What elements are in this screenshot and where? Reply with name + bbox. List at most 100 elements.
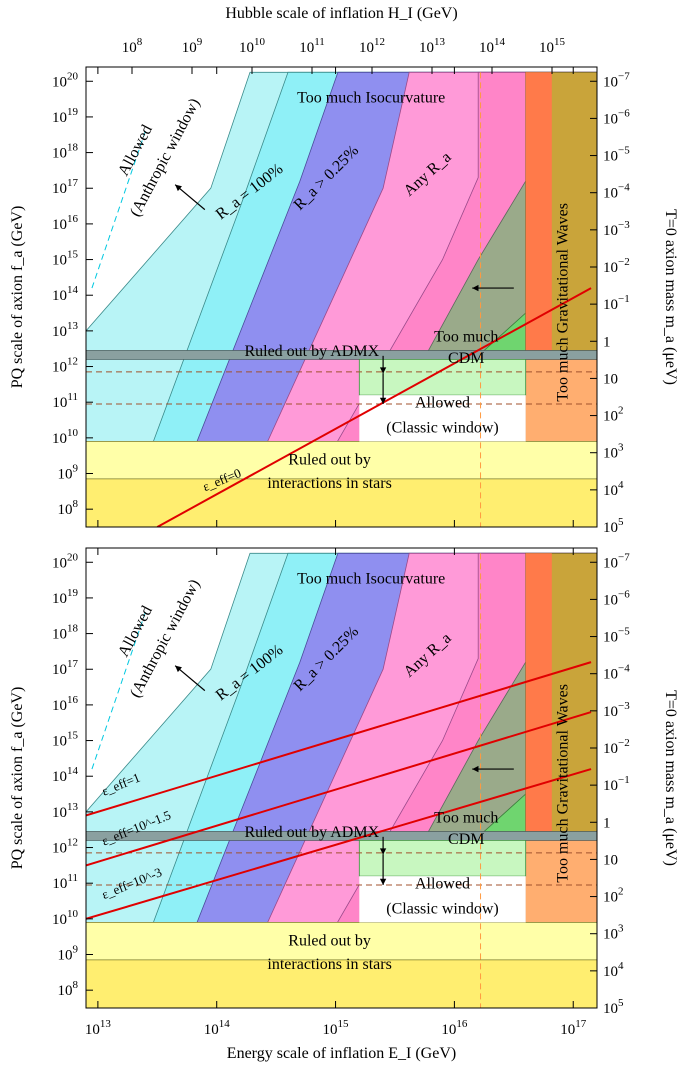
y2-tick-label: 1 bbox=[603, 334, 611, 350]
y2-tick-label: 10 bbox=[603, 852, 618, 868]
y2-tick-label: 10−4 bbox=[603, 663, 630, 683]
arrow-anthropic bbox=[174, 184, 206, 211]
x-tick-label: 1013 bbox=[85, 1018, 112, 1038]
panel-1: 108 109 1010 1011 1012 1013 1014 1015 1016 1017 10… bbox=[9, 66, 679, 536]
y-tick-label: 1018 bbox=[52, 142, 79, 162]
y2-tick-label: 10−1 bbox=[603, 774, 630, 794]
label-cdm-1: Too much bbox=[434, 810, 498, 827]
eps-line-1 bbox=[86, 661, 592, 817]
y2-tick-label: 102 bbox=[603, 405, 624, 425]
label-stars-2: interactions in stars bbox=[267, 956, 391, 973]
y-tick-label: 1016 bbox=[52, 694, 79, 714]
y-axis-title: PQ scale of axion f_a (GeV) bbox=[9, 687, 26, 870]
top-tick-label: 1010 bbox=[239, 36, 266, 56]
y-tick-label: 109 bbox=[58, 463, 79, 483]
y2-tick-label: 10−2 bbox=[603, 256, 630, 276]
y2-tick-label: 1 bbox=[603, 815, 611, 831]
classic-window bbox=[359, 395, 526, 442]
top-tick-label: 109 bbox=[182, 36, 203, 56]
arrow-admx-1-head bbox=[379, 848, 387, 855]
y-tick-label: 1017 bbox=[52, 177, 79, 197]
top-tick-label: 1013 bbox=[419, 36, 446, 56]
y2-tick-label: 10−3 bbox=[603, 219, 630, 239]
y-tick-label: 1014 bbox=[52, 284, 79, 304]
y2-tick-label: 10−7 bbox=[603, 70, 630, 90]
y2-tick-label: 103 bbox=[603, 923, 624, 943]
y2-tick-label: 10 bbox=[603, 371, 618, 387]
label-isocurvature: Too much Isocurvature bbox=[297, 90, 445, 107]
dashed-line-anthropic bbox=[91, 131, 146, 289]
y2-tick-label: 105 bbox=[603, 516, 624, 536]
top-axis-title: Hubble scale of inflation H_I (GeV) bbox=[225, 5, 457, 22]
top-tick-label: 1014 bbox=[479, 36, 506, 56]
y-tick-label: 1010 bbox=[52, 427, 79, 447]
y-tick-label: 1016 bbox=[52, 213, 79, 233]
eps-line-2 bbox=[86, 711, 592, 867]
y2-tick-label: 10−3 bbox=[603, 700, 630, 720]
y2-axis-title: T=0 axion mass m_a (μeV) bbox=[662, 690, 679, 866]
arrow-admx-2-head bbox=[379, 878, 387, 885]
y2-tick-label: 10−2 bbox=[603, 737, 630, 757]
arrow-admx-1-head bbox=[379, 367, 387, 374]
plot-frame bbox=[85, 547, 598, 1009]
label-gw: Too much Gravitational Waves bbox=[554, 684, 571, 883]
arrow-cdm-head bbox=[472, 284, 479, 292]
y-axis-title: PQ scale of axion f_a (GeV) bbox=[9, 206, 26, 389]
y-tick-label: 1012 bbox=[52, 837, 78, 857]
label-admx: Ruled out by ADMX bbox=[244, 343, 379, 360]
dashed-line-anthropic bbox=[91, 612, 146, 770]
y2-tick-label: 10−7 bbox=[603, 551, 630, 571]
top-tick-label: 1011 bbox=[299, 36, 325, 56]
y-tick-label: 1011 bbox=[52, 872, 78, 892]
y-tick-label: 1020 bbox=[52, 70, 79, 90]
panel-regions bbox=[86, 552, 597, 1008]
x-tick-label: 1017 bbox=[560, 1018, 587, 1038]
y-tick-label: 1015 bbox=[52, 730, 79, 750]
x-tick-label: 1014 bbox=[204, 1018, 231, 1038]
y-tick-label: 1019 bbox=[52, 106, 79, 126]
arrow-cdm-head bbox=[472, 765, 479, 773]
x-tick-label: 1016 bbox=[441, 1018, 468, 1038]
y2-tick-label: 105 bbox=[603, 997, 624, 1017]
label-gw: Too much Gravitational Waves bbox=[554, 203, 571, 402]
y-tick-label: 1011 bbox=[52, 391, 78, 411]
y-tick-label: 108 bbox=[58, 979, 79, 999]
arrow-anthropic-head bbox=[175, 665, 182, 673]
label-stars-2: interactions in stars bbox=[267, 475, 391, 492]
panel-regions bbox=[86, 71, 597, 527]
y-tick-label: 1010 bbox=[52, 908, 79, 928]
y-tick-label: 109 bbox=[58, 944, 79, 964]
y-tick-label: 1018 bbox=[52, 623, 79, 643]
y2-tick-label: 10−5 bbox=[603, 145, 630, 165]
y-tick-label: 1012 bbox=[52, 356, 78, 376]
y-tick-label: 108 bbox=[58, 498, 79, 518]
classic-green-band bbox=[358, 358, 527, 396]
top-tick-label: 1015 bbox=[539, 36, 566, 56]
top-tick-label: 108 bbox=[122, 36, 143, 56]
y2-tick-label: 103 bbox=[603, 442, 624, 462]
stars-region-inner bbox=[86, 959, 597, 1008]
y2-tick-label: 10−6 bbox=[603, 588, 630, 608]
y-tick-label: 1017 bbox=[52, 658, 79, 678]
y2-tick-label: 104 bbox=[603, 960, 624, 980]
y-tick-label: 1013 bbox=[52, 801, 79, 821]
label-classic-2: (Classic window) bbox=[386, 420, 498, 437]
panel-2: 108 109 1010 1011 1012 1013 1014 1015 1016 1017 10… bbox=[9, 547, 679, 1017]
y-tick-label: 1014 bbox=[52, 765, 79, 785]
admx-band bbox=[86, 831, 597, 841]
y2-tick-label: 102 bbox=[603, 886, 624, 906]
label-classic-1: Allowed bbox=[415, 395, 470, 412]
y2-tick-label: 104 bbox=[603, 479, 624, 499]
y-tick-label: 1015 bbox=[52, 249, 79, 269]
eps-line-1 bbox=[156, 287, 592, 527]
label-isocurvature: Too much Isocurvature bbox=[297, 571, 445, 588]
y2-tick-label: 10−5 bbox=[603, 626, 630, 646]
eps-line-3 bbox=[86, 768, 592, 920]
classic-green-band bbox=[358, 840, 527, 877]
y2-axis-title: T=0 axion mass m_a (μeV) bbox=[662, 209, 679, 385]
top-tick-label: 1012 bbox=[359, 36, 385, 56]
y-tick-label: 1020 bbox=[52, 551, 79, 571]
label-admx: Ruled out by ADMX bbox=[244, 824, 379, 841]
y-tick-label: 1013 bbox=[52, 320, 79, 340]
y2-tick-label: 10−4 bbox=[603, 182, 630, 202]
